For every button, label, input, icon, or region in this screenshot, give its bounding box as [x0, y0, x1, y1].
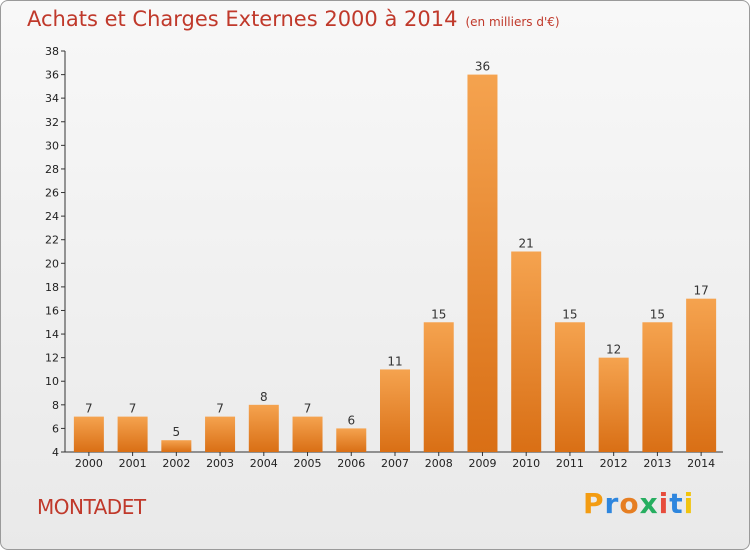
bar [336, 428, 367, 452]
bar-value-label: 7 [216, 402, 224, 416]
bar [161, 440, 192, 452]
bar-value-label: 15 [562, 307, 577, 321]
bar-value-label: 17 [693, 284, 708, 298]
bar [292, 416, 323, 452]
y-tick-label: 4 [52, 446, 59, 459]
x-tick-label: 2005 [294, 457, 322, 470]
bar-value-label: 15 [431, 307, 446, 321]
y-tick-label: 22 [45, 234, 59, 247]
x-tick-label: 2012 [600, 457, 628, 470]
bar-value-label: 7 [85, 402, 93, 416]
chart-subtitle: (en milliers d'€) [465, 15, 560, 29]
x-tick-label: 2007 [381, 457, 409, 470]
logo-letter: P [583, 487, 605, 520]
logo-letter: t [669, 487, 684, 520]
y-tick-label: 26 [45, 187, 59, 200]
bar-value-label: 7 [129, 402, 137, 416]
y-tick-label: 32 [45, 116, 59, 129]
bar-value-label: 21 [519, 237, 534, 251]
bar-value-label: 8 [260, 390, 268, 404]
logo-letter: o [619, 487, 640, 520]
x-tick-label: 2008 [425, 457, 453, 470]
bar [511, 251, 542, 452]
logo-letter: r [604, 487, 620, 520]
y-tick-label: 28 [45, 163, 59, 176]
x-tick-label: 2010 [512, 457, 540, 470]
logo-letter: i [683, 487, 695, 520]
x-tick-label: 2001 [119, 457, 147, 470]
bar [686, 298, 717, 452]
bar [554, 322, 585, 452]
bar [205, 416, 236, 452]
x-tick-label: 2002 [162, 457, 190, 470]
bar [423, 322, 454, 452]
bar [598, 357, 629, 452]
bar-value-label: 11 [387, 354, 402, 368]
bar-value-label: 5 [173, 425, 181, 439]
x-tick-label: 2003 [206, 457, 234, 470]
logo-letter: i [658, 487, 670, 520]
y-tick-label: 20 [45, 257, 59, 270]
y-tick-label: 30 [45, 139, 59, 152]
bar [467, 74, 498, 453]
y-tick-label: 10 [45, 375, 59, 388]
bar-value-label: 15 [650, 307, 665, 321]
x-tick-label: 2004 [250, 457, 278, 470]
x-tick-label: 2009 [468, 457, 496, 470]
proxiti-logo: Proxiti [583, 487, 694, 520]
y-tick-label: 16 [45, 304, 59, 317]
y-tick-label: 36 [45, 69, 59, 82]
x-tick-label: 2000 [75, 457, 103, 470]
y-tick-label: 8 [52, 399, 59, 412]
bar [73, 416, 104, 452]
bar-value-label: 7 [304, 402, 312, 416]
logo-letter: x [639, 487, 659, 520]
x-tick-label: 2006 [337, 457, 365, 470]
y-tick-label: 34 [45, 92, 59, 105]
y-tick-label: 14 [45, 328, 59, 341]
bar-value-label: 36 [475, 60, 490, 74]
bar [642, 322, 673, 452]
y-tick-label: 18 [45, 281, 59, 294]
chart-title-text: Achats et Charges Externes 2000 à 2014 [27, 7, 458, 31]
x-tick-label: 2011 [556, 457, 584, 470]
chart-title: Achats et Charges Externes 2000 à 2014 (e… [27, 7, 560, 31]
y-tick-label: 12 [45, 352, 59, 365]
x-tick-label: 2013 [643, 457, 671, 470]
bar [380, 369, 410, 452]
bar-value-label: 6 [347, 413, 355, 427]
y-tick-label: 38 [45, 45, 59, 58]
bar [248, 404, 279, 452]
bar [117, 416, 148, 452]
place-name: MONTADET [37, 495, 146, 519]
bar-value-label: 12 [606, 343, 621, 357]
y-tick-label: 6 [52, 422, 59, 435]
x-tick-label: 2014 [687, 457, 715, 470]
y-tick-label: 24 [45, 210, 59, 223]
